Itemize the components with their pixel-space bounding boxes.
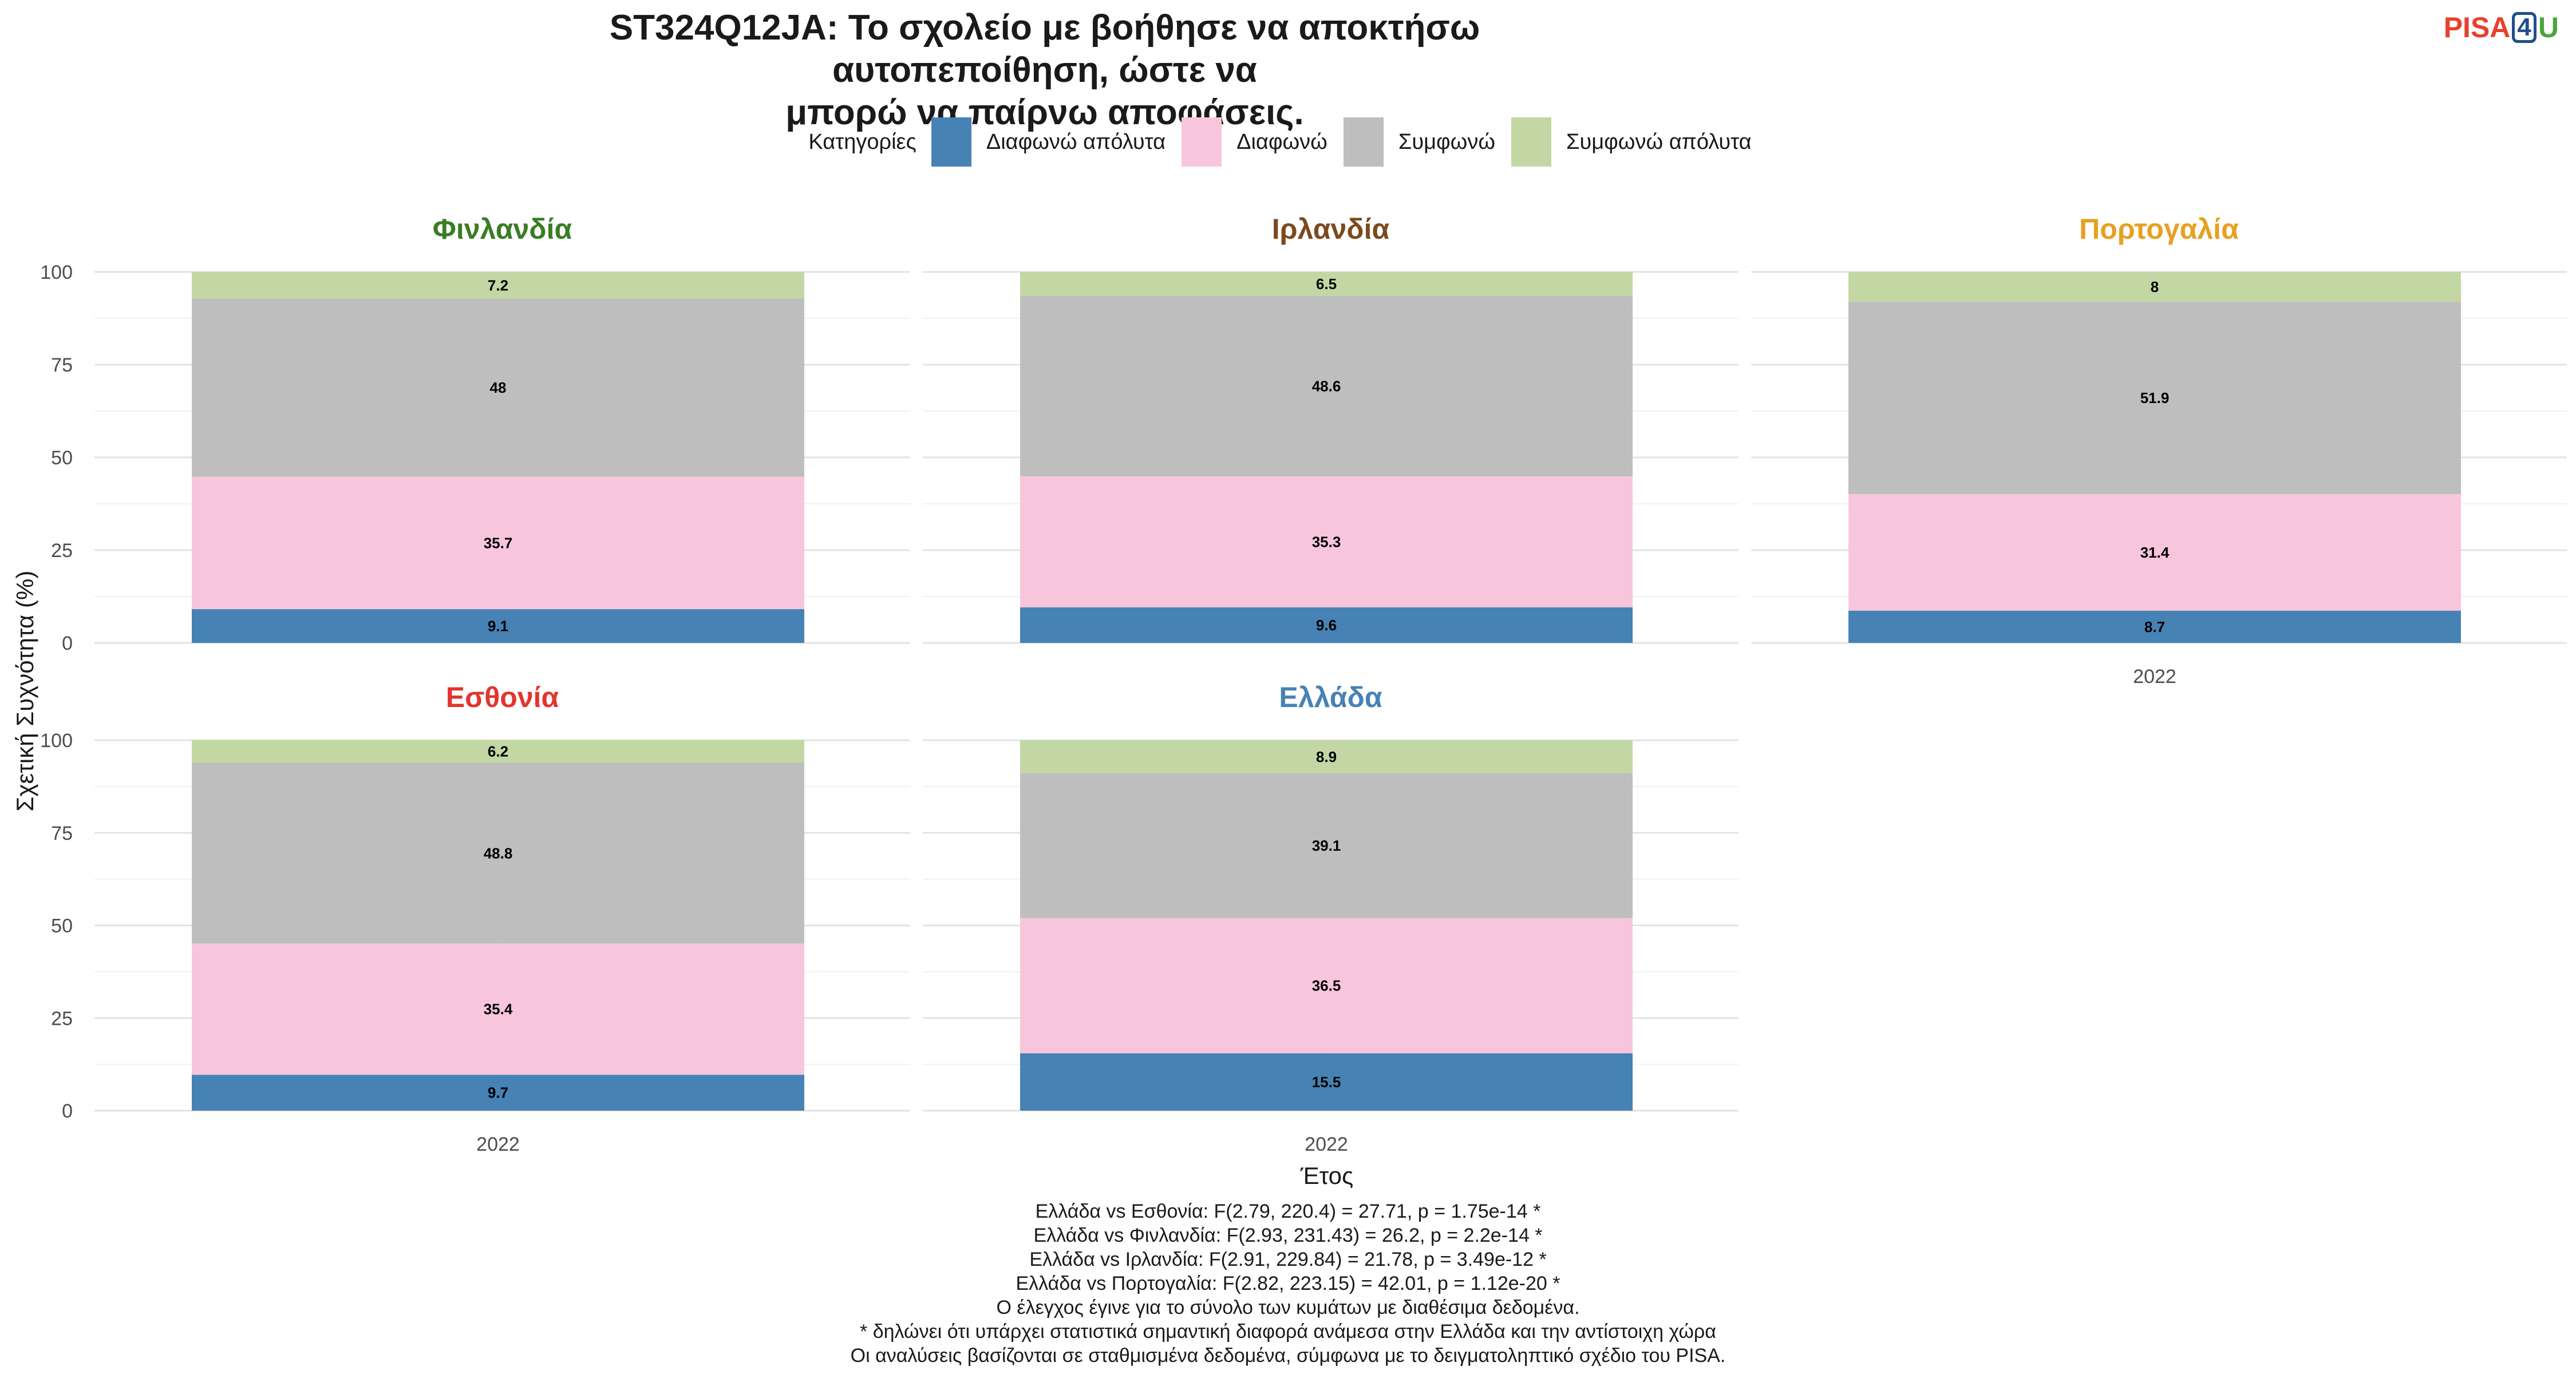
x-axis-title: Έτος	[1300, 1162, 1354, 1189]
footnote-line: Ο έλεγχος έγινε για το σύνολο των κυμάτω…	[996, 1297, 1580, 1318]
chart-legend: Κατηγορίες Διαφωνώ απόλυτα Διαφωνώ Συμφω…	[0, 117, 2576, 167]
bar-value-label: 48.6	[1312, 378, 1341, 395]
bar-value-label: 8	[2151, 278, 2159, 295]
footnote-line: Ελλάδα vs Ιρλανδία: F(2.91, 229.84) = 21…	[1029, 1249, 1547, 1270]
bar-segment-agree	[1020, 773, 1633, 918]
legend-swatch	[1511, 117, 1551, 167]
bar-value-label: 51.9	[2140, 389, 2170, 406]
legend-swatch	[931, 117, 971, 167]
legend-label: Συμφωνώ απόλυτα	[1566, 129, 1752, 154]
legend-label: Διαφωνώ	[1236, 129, 1327, 154]
y-axis-title: Σχετική Συχνότητα (%)	[11, 571, 38, 812]
bar-value-label: 39.1	[1312, 837, 1341, 854]
footnote-line: Ελλάδα vs Εσθονία: F(2.79, 220.4) = 27.7…	[1035, 1201, 1541, 1222]
bar-segment-disagree	[1848, 494, 2461, 611]
bar-value-label: 48.8	[484, 844, 513, 862]
y-tick-label: 75	[51, 823, 73, 844]
bar-segment-strongly-agree	[1020, 272, 1633, 297]
pisa4u-logo: PISA 4 U	[2444, 10, 2559, 45]
bar-segment-agree	[192, 763, 804, 944]
bar-value-label: 36.5	[1312, 977, 1341, 994]
y-tick-label: 0	[62, 633, 73, 654]
y-tick-label: 50	[51, 447, 73, 469]
bar-segment-disagree	[192, 476, 804, 610]
panel-4: Εσθονία 9.7 35.4 48.8 6.2 0 25 50 75 100 2022	[40, 681, 910, 1155]
panel-title: Φινλανδία	[433, 213, 572, 245]
bar-segment-strongly-agree	[1848, 272, 2461, 302]
bar-value-label: 8.7	[2144, 618, 2165, 635]
bar-segment-disagree	[192, 943, 804, 1075]
y-tick-label: 75	[51, 354, 73, 376]
logo-text-4: 4	[2512, 12, 2537, 43]
bar-value-label: 31.4	[2140, 544, 2170, 561]
footnote-line: Ελλάδα vs Πορτογαλία: F(2.82, 223.15) = …	[1016, 1273, 1560, 1294]
bar-segment-strongly-disagree	[1848, 610, 2461, 643]
bar-value-label: 15.5	[1312, 1073, 1341, 1091]
bar-segment-strongly-disagree	[1020, 1053, 1633, 1111]
bar-segment-strongly-disagree	[192, 1075, 804, 1111]
faceted-stacked-bar-chart: Φινλανδία 9.1 35.7 48 7.2 0 25 50 75 100 Ιρλανδία 9…	[11, 213, 2567, 1189]
chart-title-line-1: ST324Q12JA: Το σχολείο με βοήθησε να απο…	[609, 8, 1480, 90]
bar-value-label: 9.6	[1316, 617, 1337, 634]
legend-title: Κατηγορίες	[808, 129, 916, 154]
chart-title: ST324Q12JA: Το σχολείο με βοήθησε να απο…	[515, 7, 1574, 134]
panel-3: Πορτογαλία 8.7 31.4 51.9 8 2022	[1751, 213, 2567, 688]
bar-value-label: 35.4	[484, 1001, 513, 1018]
bar-value-label: 6.2	[488, 743, 508, 760]
y-tick-label: 0	[62, 1100, 73, 1122]
bar-value-label: 35.7	[484, 534, 513, 551]
bar-segment-strongly-disagree	[1020, 607, 1633, 643]
legend-item-strongly-disagree: Διαφωνώ απόλυτα	[931, 117, 1165, 167]
bar-segment-strongly-agree	[192, 272, 804, 299]
legend-label: Διαφωνώ απόλυτα	[986, 129, 1166, 154]
bar-segment-strongly-agree	[192, 740, 804, 763]
bar-value-label: 9.1	[488, 618, 508, 635]
panel-title: Ιρλανδία	[1272, 213, 1390, 245]
y-tick-label: 25	[51, 540, 73, 562]
bar-segment-disagree	[1020, 476, 1633, 607]
y-tick-label: 25	[51, 1008, 73, 1029]
y-tick-label: 50	[51, 915, 73, 937]
legend-item-agree: Συμφωνώ	[1343, 117, 1495, 167]
panel-title: Εσθονία	[446, 681, 559, 713]
y-tick-label: 100	[40, 262, 73, 283]
y-tick-label: 100	[40, 730, 73, 752]
legend-label: Συμφωνώ	[1398, 129, 1495, 154]
legend-swatch	[1343, 117, 1384, 167]
logo-text-pisa: PISA	[2443, 11, 2511, 44]
x-tick-label: 2022	[2133, 666, 2176, 688]
bar-value-label: 35.3	[1312, 533, 1341, 550]
bar-value-label: 48	[490, 379, 507, 396]
bar-value-label: 8.9	[1316, 748, 1337, 765]
logo-text-u: U	[2538, 11, 2559, 44]
bar-value-label: 6.5	[1316, 275, 1337, 293]
panel-1: Φινλανδία 9.1 35.7 48 7.2 0 25 50 75 100	[40, 213, 910, 654]
bar-segment-agree	[192, 298, 804, 477]
x-tick-label: 2022	[1305, 1134, 1348, 1155]
footnote-line: * δηλώνει ότι υπάρχει στατιστικά σημαντι…	[860, 1321, 1716, 1343]
bar-value-label: 9.7	[488, 1084, 508, 1101]
legend-swatch	[1182, 117, 1222, 167]
bar-segment-disagree	[1020, 918, 1633, 1053]
footnote-line: Οι αναλύσεις βασίζονται σε σταθμισμένα δ…	[850, 1345, 1726, 1367]
panel-5: Ελλάδα 15.5 36.5 39.1 8.9 2022	[923, 681, 1739, 1155]
footnotes: Ελλάδα vs Εσθονία: F(2.79, 220.4) = 27.7…	[0, 1199, 2576, 1368]
bar-segment-agree	[1020, 296, 1633, 477]
bar-segment-strongly-agree	[1020, 740, 1633, 773]
panel-title: Ελλάδα	[1279, 681, 1382, 713]
bar-value-label: 7.2	[488, 277, 508, 294]
panel-title: Πορτογαλία	[2079, 213, 2239, 245]
legend-item-disagree: Διαφωνώ	[1182, 117, 1327, 167]
bar-segment-agree	[1848, 301, 2461, 495]
bar-segment-strongly-disagree	[192, 609, 804, 643]
panel-2: Ιρλανδία 9.6 35.3 48.6 6.5	[923, 213, 1739, 644]
legend-item-strongly-agree: Συμφωνώ απόλυτα	[1511, 117, 1752, 167]
footnote-line: Ελλάδα vs Φινλανδία: F(2.93, 231.43) = 2…	[1033, 1225, 1543, 1246]
x-tick-label: 2022	[476, 1134, 520, 1155]
